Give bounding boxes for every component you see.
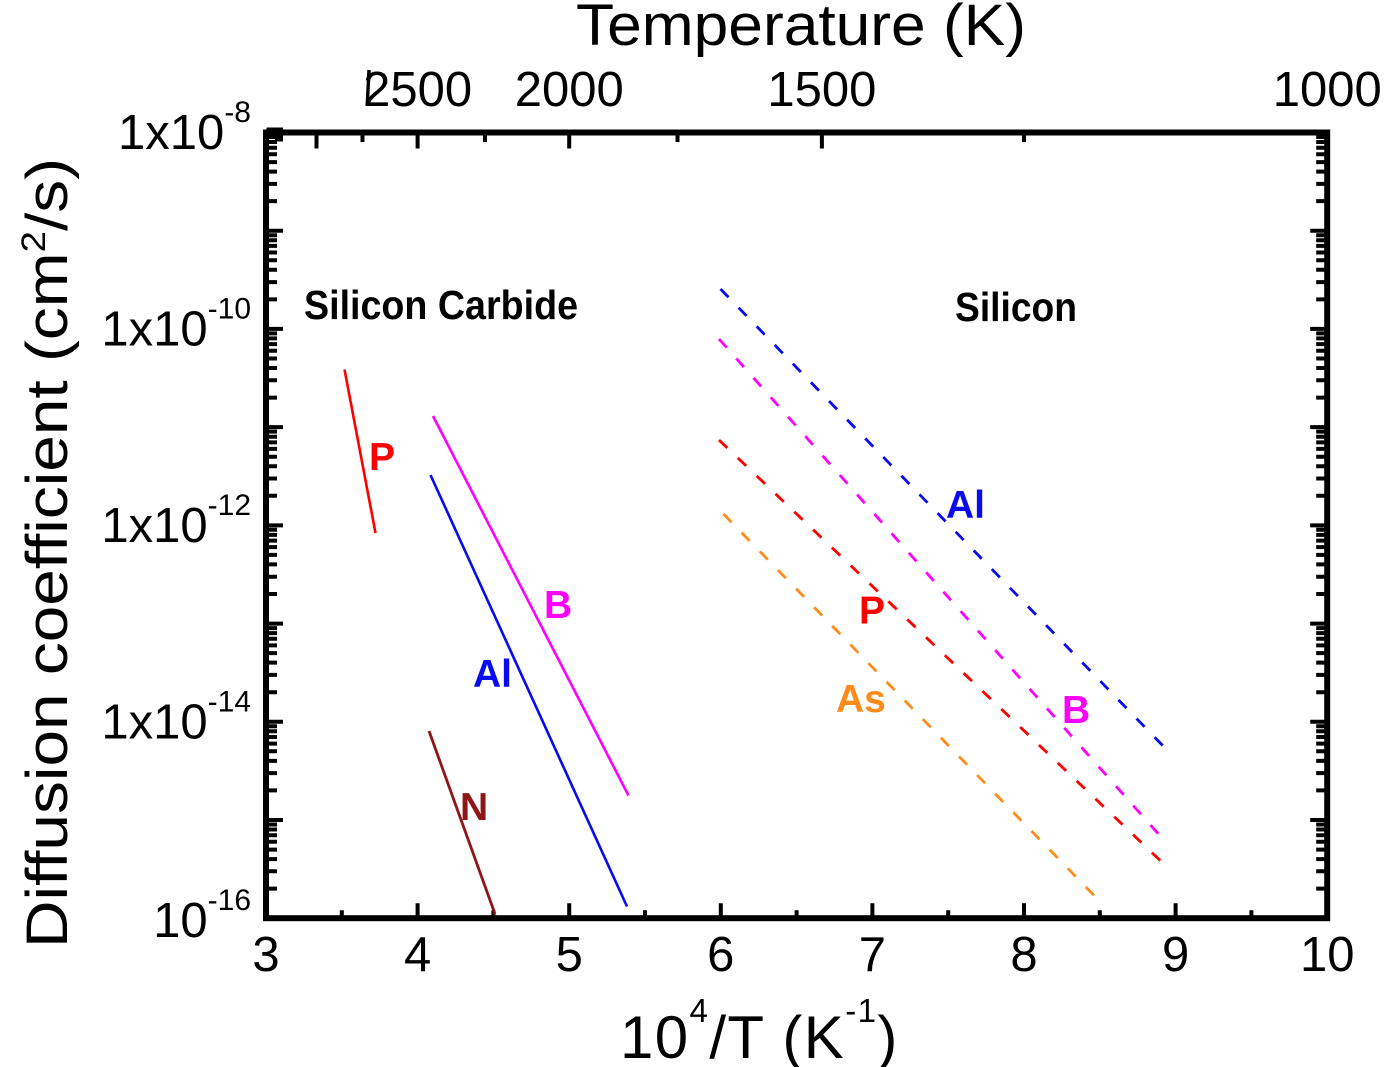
svg-text:3: 3	[252, 928, 279, 982]
svg-text:As: As	[836, 678, 886, 721]
svg-text:P: P	[369, 436, 395, 479]
svg-text:Silicon: Silicon	[955, 284, 1077, 330]
svg-text:1x10-8: 1x10-8	[118, 96, 251, 160]
svg-text:8: 8	[1010, 928, 1037, 982]
svg-text:10: 10	[1300, 928, 1355, 982]
svg-text:2000: 2000	[515, 63, 624, 117]
svg-text:B: B	[544, 584, 572, 627]
svg-text:4: 4	[404, 928, 431, 982]
svg-text:Diffusion coefficient (cm2/s): Diffusion coefficient (cm2/s)	[15, 158, 80, 948]
svg-text:Al: Al	[946, 484, 985, 527]
svg-text:B: B	[1062, 689, 1090, 732]
svg-text:1500: 1500	[767, 63, 876, 117]
svg-text:N: N	[460, 786, 488, 829]
svg-text:Temperature (K): Temperature (K)	[576, 0, 1026, 58]
svg-text:5: 5	[556, 928, 583, 982]
svg-text:1000: 1000	[1273, 63, 1382, 117]
svg-text:9: 9	[1162, 928, 1189, 982]
svg-text:7: 7	[859, 928, 886, 982]
svg-text:2500: 2500	[363, 63, 472, 117]
svg-text:Al: Al	[473, 653, 512, 696]
svg-text:6: 6	[707, 928, 734, 982]
svg-text:P: P	[859, 590, 885, 633]
svg-text:Silicon Carbide: Silicon Carbide	[304, 282, 578, 328]
